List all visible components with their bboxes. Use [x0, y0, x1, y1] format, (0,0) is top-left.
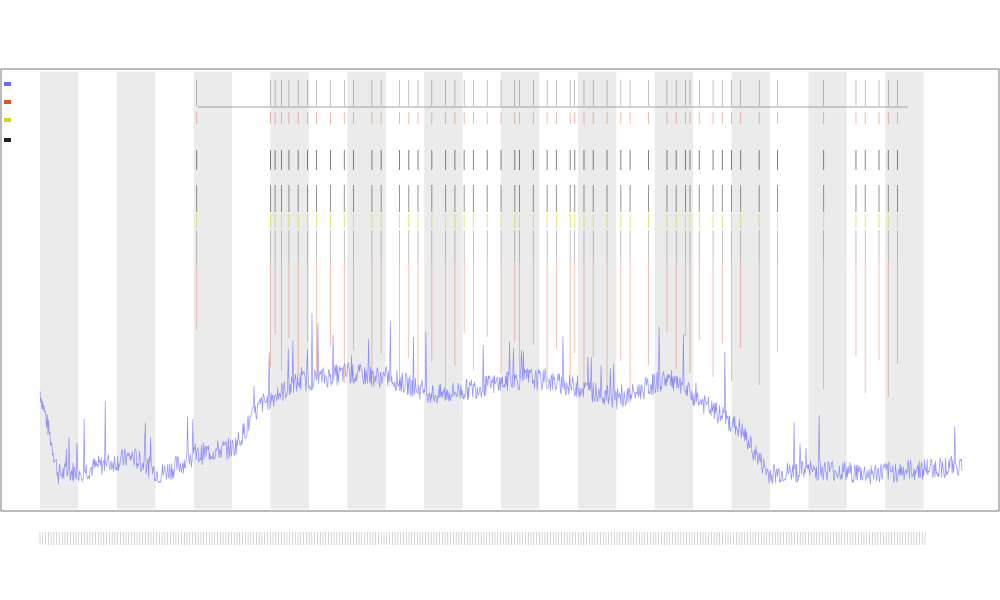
legend-swatch-3	[4, 118, 11, 122]
shaded-band	[270, 72, 309, 509]
shaded-band	[808, 72, 847, 509]
shaded-band	[347, 72, 386, 509]
legend-swatch-1	[4, 82, 11, 86]
signal-series-line	[39, 313, 963, 485]
shaded-band	[116, 72, 156, 509]
legend-swatch-2	[4, 100, 11, 104]
plot-frame	[0, 68, 1000, 512]
shaded-bands	[40, 72, 924, 509]
legend-swatch-4	[4, 138, 11, 142]
shaded-band	[40, 72, 79, 509]
shaded-band	[501, 72, 540, 509]
shaded-band	[424, 72, 463, 509]
shaded-band	[731, 72, 770, 509]
shaded-band	[193, 72, 233, 509]
x-tick-labels	[39, 532, 926, 545]
shaded-band	[577, 72, 617, 509]
shaded-band	[654, 72, 694, 509]
shaded-band	[885, 72, 924, 509]
legend	[4, 82, 11, 142]
event-lines	[196, 80, 898, 399]
